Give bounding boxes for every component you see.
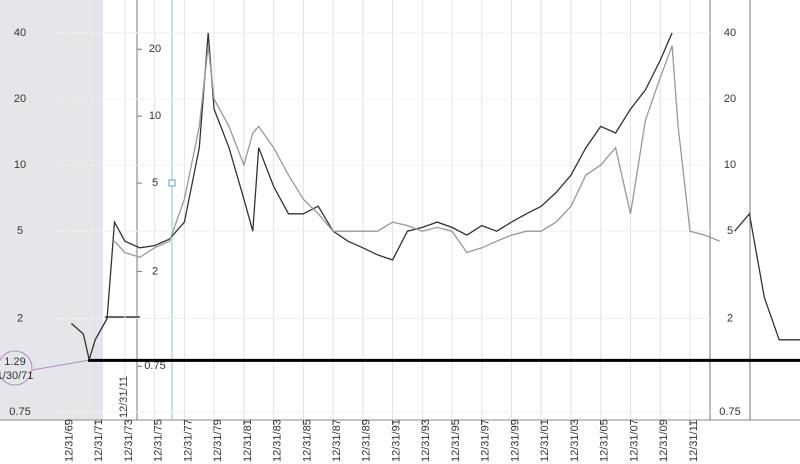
x-tick-label: 12/31/87	[331, 419, 343, 462]
y-tick-label: 20	[14, 93, 26, 105]
y-tick-label: 10	[14, 159, 26, 171]
x-tick-label: 12/31/93	[420, 419, 432, 462]
x-tick-label: 12/31/95	[450, 419, 462, 462]
x-tick-label: 12/31/11	[688, 420, 700, 462]
annotation: 12/31/11	[118, 376, 130, 418]
y-tick-label-right: 20	[724, 93, 736, 105]
annotation-circle	[0, 350, 33, 386]
x-tick-label: 12/31/79	[212, 419, 224, 462]
x-tick-label: 12/31/75	[153, 419, 165, 462]
x-tick-label: 12/31/97	[480, 419, 492, 462]
y-tick-label: 0.75	[9, 406, 30, 418]
y2-tick-label: 20	[149, 43, 161, 55]
annotation: 1.29	[4, 356, 25, 368]
x-tick-label: 12/31/77	[182, 419, 194, 462]
x-tick-label: 12/31/07	[628, 419, 640, 462]
x-tick-label: 12/31/99	[509, 419, 521, 462]
x-tick-label: 12/31/69	[63, 419, 75, 462]
x-tick-label: 12/31/89	[361, 419, 373, 462]
series-line	[114, 45, 720, 259]
shaded-region	[0, 0, 103, 420]
x-tick-label: 12/31/85	[301, 419, 313, 462]
y-tick-label-right: 40	[724, 27, 736, 39]
x-tick-label: 12/31/03	[569, 419, 581, 462]
x-tick-label: 12/31/09	[658, 419, 670, 462]
x-tick-label: 12/31/83	[272, 419, 284, 462]
y-tick-label: 2	[17, 312, 23, 324]
annotation-leader	[31, 359, 89, 371]
y2-tick-label: 2	[152, 265, 158, 277]
y2-tick-label: 0.75	[144, 360, 165, 372]
y-tick-label: 40	[14, 27, 26, 39]
annotation: 1/30/71	[0, 370, 33, 382]
x-tick-label: 12/31/73	[123, 419, 135, 462]
cursor-handle[interactable]	[168, 179, 176, 187]
y-tick-label-right: 5	[727, 225, 733, 237]
y-tick-label: 5	[17, 225, 23, 237]
x-tick-label: 12/31/01	[539, 419, 551, 462]
x-tick-label: 12/31/71	[93, 419, 105, 462]
y2-tick-label: 10	[149, 110, 161, 122]
y-tick-label-right: 0.75	[719, 406, 740, 418]
x-tick-label: 12/31/05	[599, 419, 611, 462]
y2-tick-label: 5	[152, 177, 158, 189]
series-line	[70, 32, 800, 363]
x-tick-label: 12/31/81	[242, 419, 254, 462]
y-tick-label-right: 10	[724, 159, 736, 171]
y-tick-label-right: 2	[727, 312, 733, 324]
x-tick-label: 12/31/91	[390, 419, 402, 462]
